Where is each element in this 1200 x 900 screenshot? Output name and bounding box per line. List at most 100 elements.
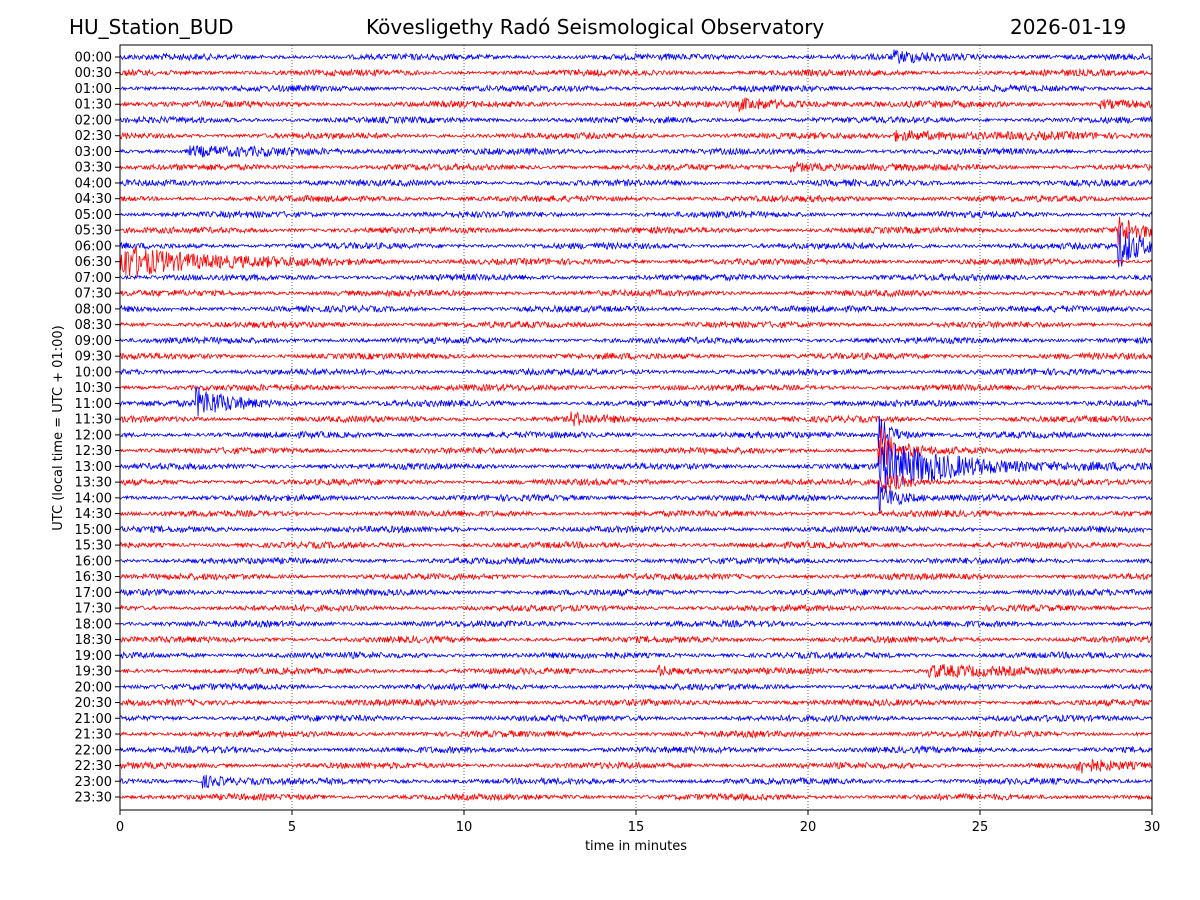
y-tick-label: 07:00 [75, 271, 112, 286]
trace-row-2000 [119, 682, 1153, 692]
y-tick-label: 12:00 [75, 428, 112, 443]
chart-date: 2026-01-19 [1010, 15, 1127, 39]
trace-row-2030 [119, 697, 1153, 708]
x-axis-label: time in minutes [585, 839, 687, 854]
y-tick-label: 04:30 [75, 192, 112, 207]
y-tick-label: 05:30 [75, 224, 112, 239]
trace-row-0930 [119, 351, 1153, 361]
y-tick-label: 01:00 [75, 82, 112, 97]
y-tick-label: 16:00 [75, 554, 112, 569]
trace-row-1730 [119, 603, 1153, 613]
y-tick-label: 03:00 [75, 145, 112, 160]
trace-row-0430 [119, 194, 1153, 204]
trace-row-1700 [119, 587, 1153, 598]
x-tick-label: 10 [456, 820, 473, 835]
trace-row-0030 [119, 67, 1153, 78]
y-tick-label: 19:00 [75, 649, 112, 664]
trace-row-1900 [119, 650, 1153, 660]
y-tick-label: 21:30 [75, 728, 112, 743]
chart-title: Kövesligethy Radó Seismological Observat… [366, 15, 825, 39]
trace-row-2230 [119, 758, 1153, 774]
trace-row-1130 [119, 410, 1153, 427]
y-tick-label: 02:30 [75, 129, 112, 144]
x-tick-label: 0 [116, 820, 124, 835]
trace-row-2200 [119, 744, 1153, 755]
y-tick-label: 20:00 [75, 680, 112, 695]
trace-row-0700 [119, 272, 1153, 282]
y-axis-label: UTC (local time = UTC + 01:00) [51, 325, 66, 530]
y-tick-label: 07:30 [75, 287, 112, 302]
y-tick-label: 11:30 [75, 413, 112, 428]
trace-row-1600 [119, 556, 1153, 566]
y-tick-label: 19:30 [75, 665, 112, 680]
y-tick-label: 22:00 [75, 743, 112, 758]
y-tick-label: 06:00 [75, 239, 112, 254]
trace-row-0200 [119, 115, 1153, 125]
trace-row-2100 [119, 713, 1153, 724]
y-tick-label: 03:30 [75, 161, 112, 176]
trace-row-1000 [119, 367, 1153, 377]
trace-row-0600 [119, 225, 1153, 268]
trace-row-1030 [119, 382, 1153, 393]
y-tick-label: 01:30 [75, 98, 112, 113]
y-tick-label: 16:30 [75, 570, 112, 585]
trace-row-0100 [119, 83, 1153, 93]
y-tick-label: 23:30 [75, 791, 112, 806]
trace-row-0500 [119, 209, 1153, 220]
trace-row-0130 [119, 97, 1153, 113]
y-tick-label: 14:00 [75, 491, 112, 506]
y-tick-label: 15:30 [75, 539, 112, 554]
y-tick-label: 09:30 [75, 350, 112, 365]
y-tick-label: 11:00 [75, 397, 112, 412]
y-tick-label: 13:30 [75, 476, 112, 491]
y-tick-label: 02:00 [75, 113, 112, 128]
y-tick-label: 10:30 [75, 381, 112, 396]
trace-row-2330 [119, 792, 1153, 802]
y-tick-label: 09:00 [75, 334, 112, 349]
y-tick-label: 00:30 [75, 66, 112, 81]
trace-row-0530 [119, 216, 1153, 246]
y-tick-label: 08:30 [75, 318, 112, 333]
x-tick-label: 5 [288, 820, 296, 835]
y-tick-label: 14:30 [75, 507, 112, 522]
y-tick-label: 12:30 [75, 444, 112, 459]
y-tick-label: 10:00 [75, 365, 112, 380]
trace-row-0830 [119, 320, 1153, 330]
trace-row-0730 [119, 288, 1153, 298]
y-tick-label: 08:00 [75, 302, 112, 317]
trace-row-1200 [119, 415, 1153, 449]
trace-row-0330 [119, 160, 1153, 173]
y-tick-label: 23:00 [75, 775, 112, 790]
y-tick-label: 21:00 [75, 712, 112, 727]
trace-row-1300 [119, 442, 1153, 488]
trace-row-0800 [119, 304, 1153, 314]
y-tick-label: 15:00 [75, 523, 112, 538]
y-tick-label: 17:00 [75, 586, 112, 601]
trace-row-0630 [119, 246, 1153, 278]
trace-row-1500 [119, 524, 1153, 534]
trace-row-0000 [119, 49, 1152, 64]
trace-row-1400 [119, 480, 1153, 514]
trace-row-0400 [119, 178, 1153, 188]
trace-row-0300 [119, 144, 1153, 158]
trace-row-1630 [120, 572, 1153, 582]
trace-row-2130 [119, 729, 1153, 739]
y-tick-label: 04:00 [75, 176, 112, 191]
y-tick-label: 20:30 [75, 696, 112, 711]
trace-row-1830 [119, 634, 1153, 645]
y-tick-label: 18:30 [75, 633, 112, 648]
y-tick-label: 06:30 [75, 255, 112, 270]
y-tick-label: 18:00 [75, 617, 112, 632]
y-tick-label: 13:00 [75, 460, 112, 475]
trace-row-1430 [119, 508, 1153, 518]
x-tick-label: 15 [628, 820, 645, 835]
trace-row-1530 [119, 540, 1153, 550]
trace-row-1230 [119, 426, 1153, 466]
x-tick-label: 20 [800, 820, 817, 835]
y-tick-label: 05:00 [75, 208, 112, 223]
trace-row-1930 [119, 663, 1153, 679]
y-tick-label: 00:00 [75, 51, 112, 66]
trace-row-2300 [119, 774, 1153, 789]
